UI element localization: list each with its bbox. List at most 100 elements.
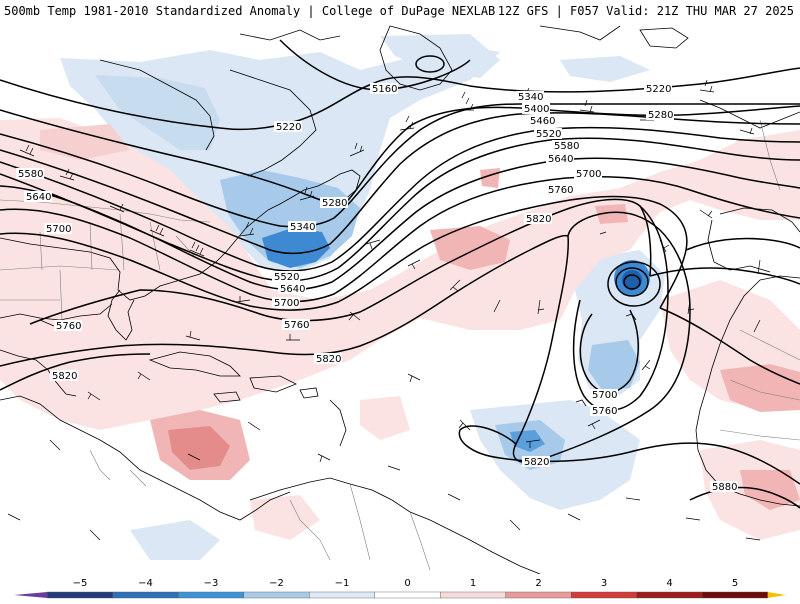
- label-5220: 5220: [646, 84, 671, 95]
- colorbar-tick-label: −5: [73, 578, 88, 589]
- colorbar-segment: [178, 591, 244, 599]
- label-5760: 5760: [284, 320, 309, 331]
- colorbar-segment: [243, 591, 310, 599]
- label-5880: 5880: [712, 482, 737, 493]
- colorbar-segment: [112, 591, 179, 599]
- colorbar-min-arrow: [14, 592, 48, 598]
- contour-5340: [0, 103, 800, 228]
- label-5760: 5760: [548, 185, 573, 196]
- label-5520: 5520: [536, 129, 561, 140]
- label-5760: 5760: [592, 406, 617, 417]
- contour-5460: [0, 126, 800, 272]
- contour-label: 5640: [24, 191, 52, 203]
- label-5520: 5520: [274, 272, 299, 283]
- colorbar-tick-label: 3: [601, 578, 607, 589]
- contour-label: 5700: [574, 168, 602, 180]
- colorbar-svg: −5 −4 −3 −2 −1 0 1 2 3 4 5: [14, 578, 786, 599]
- label-5640: 5640: [548, 154, 573, 165]
- weather-map: 5160 5220 5220 5280 5280 5340 5340 5400: [0, 22, 800, 574]
- label-5340: 5340: [290, 222, 315, 233]
- map-canvas: 5160 5220 5220 5280 5280 5340 5340 5400: [0, 22, 800, 574]
- cold-core-cutoff-mid: [588, 340, 640, 390]
- colorbar-tick-label: 2: [535, 578, 541, 589]
- coast-iberia: [719, 207, 800, 233]
- valid-time: 12Z GFS | F057 Valid: 21Z THU MAR 27 202…: [497, 4, 794, 18]
- contour-cutoff-inner-3: [623, 274, 641, 290]
- contour-label: 5580: [16, 168, 44, 180]
- label-5760: 5760: [56, 321, 81, 332]
- warm-anomaly-central: [430, 226, 510, 270]
- contour-label: 5760: [54, 320, 82, 332]
- contour-label: 5640: [546, 153, 574, 165]
- contour-label: 5760: [546, 184, 574, 196]
- label-5700: 5700: [592, 390, 617, 401]
- contour-label: 5280: [320, 197, 348, 209]
- colorbar-tick-label: −3: [204, 578, 219, 589]
- contour-label: 5760: [282, 319, 310, 331]
- label-5160: 5160: [372, 84, 397, 95]
- colorbar-segment: [309, 591, 375, 599]
- contour-label: 5700: [590, 389, 618, 401]
- label-5640: 5640: [26, 192, 51, 203]
- contour-cutoff-5760: [572, 205, 669, 411]
- colorbar-segment: [702, 591, 768, 599]
- contour-5580: [0, 157, 800, 291]
- label-5700: 5700: [274, 298, 299, 309]
- label-5280: 5280: [648, 110, 673, 121]
- colorbar-segment: [571, 591, 637, 599]
- contour-label: 5400: [522, 103, 550, 115]
- contour-label: 5760: [590, 405, 618, 417]
- contour-label: 5340: [516, 91, 544, 103]
- colorbar-segment: [636, 591, 703, 599]
- colorbar-segment: [505, 591, 572, 599]
- contour-label: 5280: [646, 109, 674, 121]
- label-5400: 5400: [524, 104, 549, 115]
- contour-label: 5460: [528, 115, 556, 127]
- contour-cutoff-outer: [512, 211, 691, 464]
- coast-greenland: [379, 25, 453, 91]
- label-5640: 5640: [280, 284, 305, 295]
- label-5700: 5700: [576, 169, 601, 180]
- contour-5640: [0, 176, 800, 303]
- cold-core-northeast: [262, 228, 330, 268]
- coast-central-america: [0, 395, 291, 521]
- contour-labels: 5160 5220 5220 5280 5280 5340 5340 5400: [16, 83, 738, 493]
- contour-label: 5820: [524, 213, 552, 225]
- colorbar-tick-label: −1: [335, 578, 350, 589]
- contour-label: 5220: [274, 121, 302, 133]
- contour-label: 5880: [710, 481, 738, 493]
- map-title: 500mb Temp 1981-2010 Standardized Anomal…: [4, 4, 496, 18]
- contour-5880: [689, 486, 800, 509]
- contour-label: 5220: [644, 83, 672, 95]
- colorbar-segment: [47, 591, 113, 599]
- colorbar-tick-label: 5: [732, 578, 738, 589]
- colorbar-tick-label: 1: [470, 578, 476, 589]
- colorbar-max-arrow: [767, 592, 786, 598]
- label-5700: 5700: [46, 224, 71, 235]
- label-5340: 5340: [518, 92, 543, 103]
- coast-cuba: [148, 351, 241, 377]
- cold-anomaly-greenland: [380, 34, 500, 78]
- contour-label: 5580: [552, 140, 580, 152]
- label-5820: 5820: [526, 214, 551, 225]
- colorbar-bar: [14, 591, 786, 599]
- contour-cutoff-inner-1: [607, 261, 661, 307]
- contour-label: 5820: [314, 353, 342, 365]
- contour-label: 5640: [278, 283, 306, 295]
- contour-cutoff-inner-2: [615, 267, 649, 297]
- contour-label: 5340: [288, 221, 316, 233]
- title-bar: 500mb Temp 1981-2010 Standardized Anomal…: [0, 0, 800, 22]
- coast-north-america: [0, 169, 361, 301]
- coast-south-america: [249, 477, 541, 574]
- label-5280: 5280: [322, 198, 347, 209]
- contour-5280: [0, 105, 800, 205]
- colorbar-tick-label: 0: [404, 578, 410, 589]
- colorbar-tick-label: 4: [666, 578, 672, 589]
- contour-5760: [29, 198, 652, 325]
- warm-anomaly-atlantic-band: [0, 118, 800, 430]
- contour-5820: [0, 234, 569, 367]
- label-5820: 5820: [52, 371, 77, 382]
- colorbar: −5 −4 −3 −2 −1 0 1 2 3 4 5: [0, 574, 800, 600]
- coast-azores: [599, 231, 607, 235]
- colorbar-tick-label: −2: [269, 578, 284, 589]
